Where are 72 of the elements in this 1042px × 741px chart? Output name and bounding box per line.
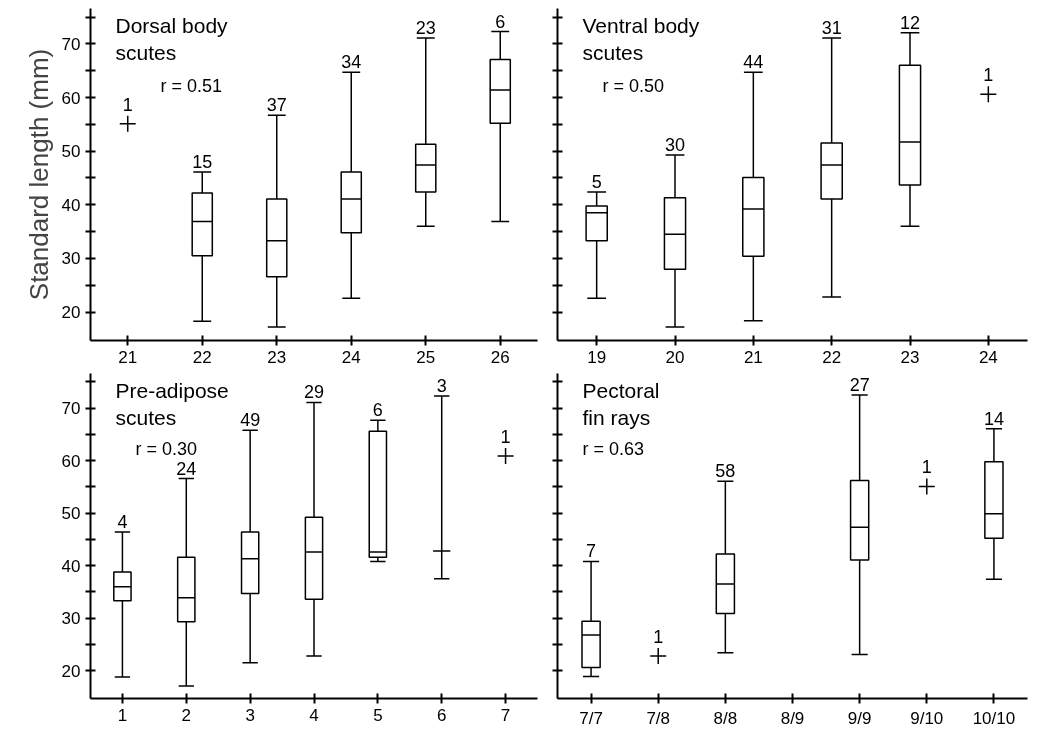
text: Pre-adipose scutes: [115, 378, 229, 430]
annotation: 49: [240, 410, 261, 431]
x-tick-label: 22: [822, 347, 842, 367]
text: Dorsal body scutes: [115, 13, 229, 65]
annotation: 44: [743, 52, 764, 73]
annotation: r = 0.63: [582, 439, 645, 460]
y-axis-title: Standard length (mm): [23, 48, 54, 301]
x-tick-label: 7: [500, 705, 511, 725]
x-tick-label: 21: [118, 347, 138, 367]
annotation: 37: [266, 95, 287, 116]
x-tick-label: 9/9: [847, 708, 872, 728]
y-tick-label: 20: [61, 303, 81, 323]
annotation: 6: [372, 400, 383, 421]
y-tick-label: 30: [61, 249, 81, 269]
x-tick-label: 19: [587, 347, 607, 367]
annotation: 1: [653, 626, 664, 647]
annotation: 1: [122, 94, 133, 115]
x-tick-label: 20: [665, 347, 685, 367]
annotation: 23: [415, 18, 436, 38]
annotation: 27: [849, 375, 870, 396]
y-tick-label: 30: [61, 609, 81, 629]
x-tick-label: 7/8: [646, 708, 671, 728]
x-tick-label: 4: [309, 705, 319, 725]
text: Pectoral fin rays: [582, 378, 660, 430]
y-tick-label: 20: [61, 661, 81, 681]
y-tick-label: 50: [61, 504, 81, 524]
x-tick-label: 3: [245, 705, 255, 725]
annotation: r = 0.30: [135, 439, 198, 460]
x-tick-label: 2: [181, 705, 192, 725]
x-tick-label: 5: [373, 705, 383, 725]
x-tick-label: 9/10: [910, 708, 944, 728]
annotation: 7: [586, 541, 597, 562]
annotation: 15: [192, 152, 213, 173]
x-tick-label: 24: [341, 347, 361, 367]
x-tick-label: 10/10: [972, 708, 1016, 728]
annotation: r = 0.50: [602, 75, 665, 96]
annotation: 34: [341, 52, 362, 73]
annotation: 58: [715, 461, 736, 482]
annotation: 1: [983, 65, 994, 86]
annotation: 3: [436, 376, 447, 397]
annotation: 1: [921, 457, 932, 478]
annotation: 5: [591, 171, 602, 192]
y-tick-label: 40: [61, 195, 81, 215]
annotation: 6: [495, 11, 506, 32]
annotation: 1: [500, 426, 511, 447]
x-tick-label: 26: [490, 347, 510, 367]
annotation: 31: [821, 18, 842, 38]
annotation: 4: [117, 512, 128, 533]
y-tick-label: 60: [61, 451, 81, 471]
y-tick-label: 60: [61, 88, 81, 108]
annotation: 30: [664, 134, 686, 155]
x-tick-label: 8/8: [713, 708, 738, 728]
x-tick-label: 1: [117, 705, 128, 725]
y-tick-label: 40: [61, 556, 81, 576]
x-tick-label: 22: [192, 347, 212, 367]
annotation: 12: [899, 12, 921, 33]
x-tick-label: 25: [416, 347, 436, 367]
x-tick-label: 21: [743, 347, 763, 367]
x-tick-label: 6: [436, 705, 447, 725]
annotation: 29: [303, 382, 325, 403]
x-tick-label: 23: [267, 347, 287, 367]
annotation: 14: [983, 408, 1004, 429]
x-tick-label: 7/7: [579, 708, 603, 728]
x-tick-label: 8/9: [780, 708, 805, 728]
text: Ventral body scutes: [582, 13, 700, 65]
y-tick-label: 50: [61, 142, 81, 162]
x-tick-label: 24: [978, 347, 998, 367]
y-tick-label: 70: [61, 399, 81, 419]
annotation: 24: [176, 458, 197, 479]
x-tick-label: 23: [900, 347, 920, 367]
annotation: r = 0.51: [160, 75, 223, 96]
y-tick-label: 70: [61, 34, 81, 54]
